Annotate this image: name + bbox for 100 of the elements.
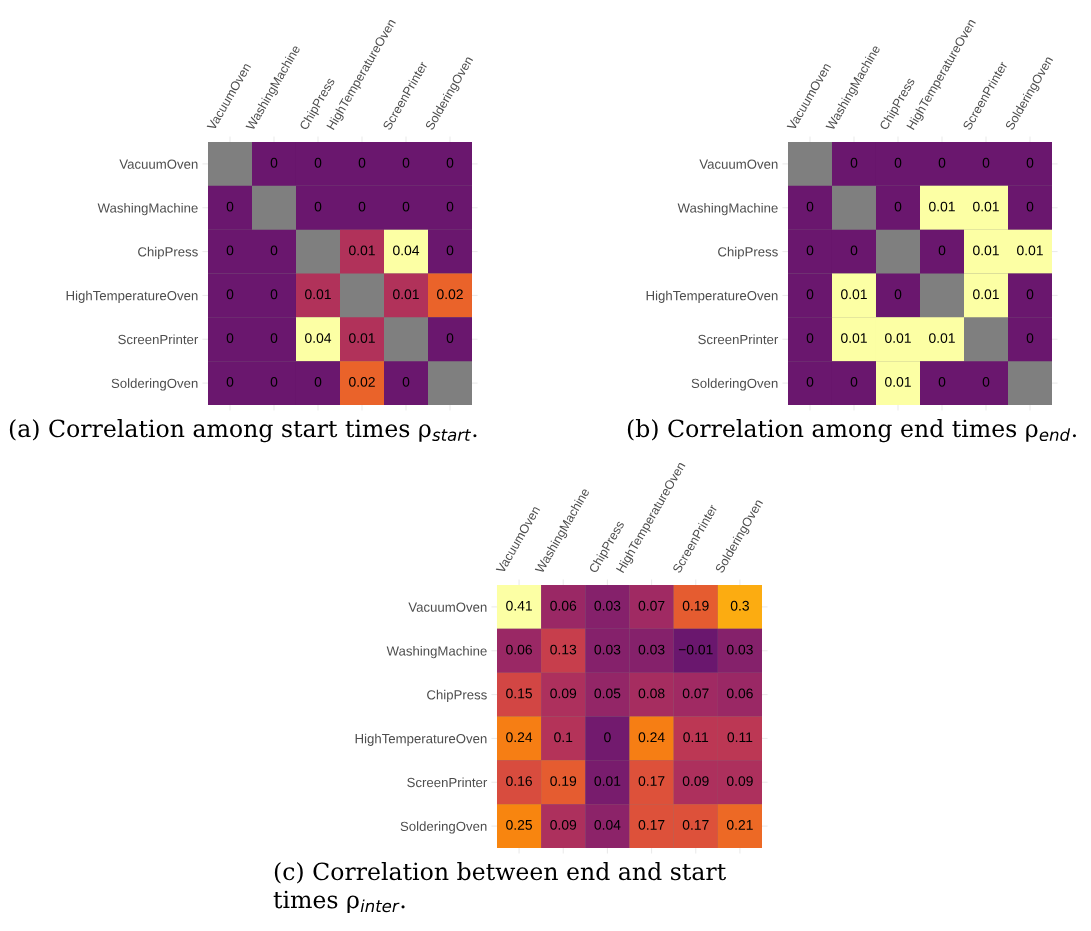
text: (c) Correlation between end and start times ρ$_{inter}$. xyxy=(273,862,726,913)
data-label: 0.06 xyxy=(726,688,753,699)
data-label: 0.09 xyxy=(550,819,577,830)
y-tick-label: SolderingOven xyxy=(400,821,487,834)
data-label: 0 xyxy=(1026,201,1034,212)
data-label: 0 xyxy=(938,376,946,387)
data-label: 0.11 xyxy=(683,732,709,743)
data-label: 0.07 xyxy=(638,600,665,611)
y-tick-label: HighTemperatureOven xyxy=(646,290,778,303)
y-tick-label: WashingMachine xyxy=(97,202,198,216)
data-label: 0 xyxy=(226,333,234,343)
data-label: 0 xyxy=(270,333,278,343)
y-tick-label: ChipPress xyxy=(427,689,487,703)
data-label: 0 xyxy=(358,201,366,212)
data-label: −0.01 xyxy=(678,644,713,655)
data-label: 0 xyxy=(446,201,454,212)
data-label: 0.04 xyxy=(393,245,420,256)
data-label: 0.03 xyxy=(594,644,621,655)
data-label: 0 xyxy=(1026,333,1034,343)
data-label: 0.09 xyxy=(550,688,577,699)
y-tick-label: VacuumOven xyxy=(408,602,487,612)
data-label: 0 xyxy=(894,201,902,212)
data-label: 0.19 xyxy=(682,600,709,611)
data-label: 0 xyxy=(314,157,322,168)
data-label: 0 xyxy=(982,157,990,168)
data-label: 0 xyxy=(850,245,858,256)
data-label: 0.01 xyxy=(973,289,999,300)
y-tick-label: ChipPress xyxy=(138,246,198,260)
data-label: 0 xyxy=(938,157,946,168)
y-tick-label: ScreenPrinter xyxy=(698,334,779,345)
data-label: 0 xyxy=(894,157,902,168)
data-label: 0.04 xyxy=(305,333,332,343)
data-label: 0.24 xyxy=(506,732,533,743)
data-label: 0 xyxy=(270,376,278,387)
data-label: 0.03 xyxy=(594,600,621,611)
data-label: 0 xyxy=(850,376,858,387)
data-label: 0 xyxy=(938,245,946,256)
data-label: 0 xyxy=(806,376,814,387)
data-label: 0 xyxy=(806,333,814,343)
data-label: 0 xyxy=(446,157,454,168)
data-label: 0.3 xyxy=(730,600,749,611)
data-label: 0.25 xyxy=(506,819,533,830)
data-label: 0 xyxy=(226,376,234,387)
text: (b) Correlation among end times ρ$_{end}$. xyxy=(627,419,1076,443)
data-label: 0.01 xyxy=(973,201,999,212)
y-tick-label: ScreenPrinter xyxy=(118,334,199,345)
data-label: 0 xyxy=(402,376,410,387)
data-label: 0.15 xyxy=(506,688,533,699)
y-tick-label: HighTemperatureOven xyxy=(355,733,487,746)
y-tick-label: VacuumOven xyxy=(119,159,198,169)
data-label: 0.01 xyxy=(929,201,955,212)
y-tick-label: ScreenPrinter xyxy=(407,777,488,788)
data-label: 0 xyxy=(1026,157,1034,168)
y-tick-label: SolderingOven xyxy=(111,378,198,391)
y-tick-label: VacuumOven xyxy=(699,159,778,169)
data-label: 0.02 xyxy=(349,376,375,387)
data-label: 0.17 xyxy=(682,819,709,830)
data-label: 0.01 xyxy=(973,245,999,256)
data-label: 0 xyxy=(982,376,990,387)
data-label: 0 xyxy=(270,289,278,300)
data-label: 0.01 xyxy=(1017,245,1043,256)
data-label: 0.01 xyxy=(393,289,419,300)
data-label: 0 xyxy=(226,289,234,300)
data-label: 0.16 xyxy=(506,776,532,786)
data-label: 0.1 xyxy=(554,732,573,743)
data-label: 0 xyxy=(446,333,454,343)
data-label: 0 xyxy=(1026,289,1034,300)
data-label: 0.01 xyxy=(885,376,911,387)
data-label: 0.41 xyxy=(506,600,532,611)
data-label: 0.01 xyxy=(841,289,867,300)
data-label: 0.01 xyxy=(929,333,955,343)
data-label: 0.11 xyxy=(727,732,753,743)
data-label: 0.09 xyxy=(682,776,709,786)
y-tick-label: SolderingOven xyxy=(691,378,778,391)
data-label: 0 xyxy=(270,245,278,256)
data-label: 0.13 xyxy=(550,644,577,655)
data-label: 0.17 xyxy=(638,776,665,786)
data-label: 0.01 xyxy=(885,333,911,343)
data-label: 0.04 xyxy=(594,819,621,830)
data-label: 0.19 xyxy=(550,776,577,786)
text: (a) Correlation among start times ρ$_{start}$. xyxy=(9,419,477,443)
y-tick-label: WashingMachine xyxy=(386,645,487,659)
y-tick-label: WashingMachine xyxy=(677,202,778,216)
data-label: 0.05 xyxy=(594,688,621,699)
data-label: 0.07 xyxy=(682,688,709,699)
data-label: 0 xyxy=(358,157,366,168)
data-label: 0 xyxy=(604,732,611,743)
y-tick-label: ChipPress xyxy=(718,246,778,260)
data-label: 0.03 xyxy=(726,644,753,655)
data-label: 0 xyxy=(446,245,454,256)
data-label: 0.17 xyxy=(638,819,665,830)
data-label: 0.01 xyxy=(349,333,375,343)
data-label: 0.08 xyxy=(638,688,665,699)
data-label: 0 xyxy=(850,157,858,168)
data-label: 0.01 xyxy=(594,776,621,786)
data-label: 0 xyxy=(806,201,814,212)
data-label: 0.01 xyxy=(841,333,867,343)
y-tick-label: HighTemperatureOven xyxy=(66,290,198,303)
data-label: 0 xyxy=(314,201,322,212)
data-label: 0 xyxy=(806,289,814,300)
